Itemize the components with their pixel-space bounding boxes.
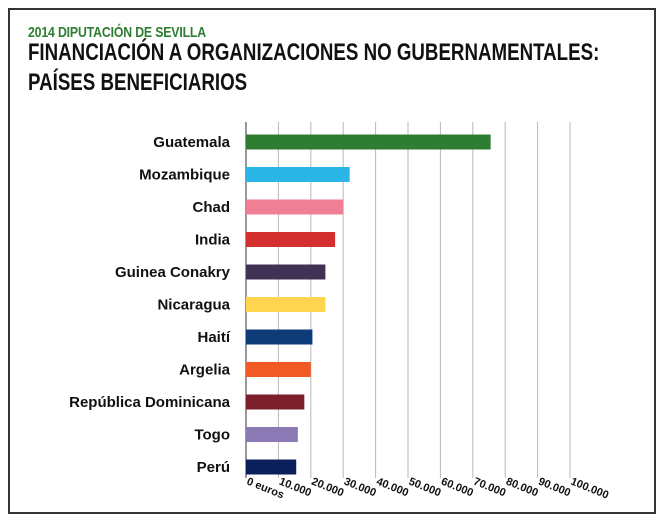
category-label: Nicaragua xyxy=(157,297,230,314)
category-label: Togo xyxy=(194,427,230,444)
category-label: Mozambique xyxy=(139,167,230,184)
bar xyxy=(246,232,336,247)
category-label: República Dominicana xyxy=(69,394,231,411)
chart-title-line-2: PAÍSES BENEFICIARIOS xyxy=(28,69,248,96)
category-label: India xyxy=(195,232,231,249)
chart-title: FINANCIACIÓN A ORGANIZACIONES NO GUBERNA… xyxy=(28,38,599,98)
category-label: Argelia xyxy=(179,362,231,379)
x-tick-label: 80.000 xyxy=(504,476,540,500)
bar xyxy=(246,297,326,312)
bar xyxy=(246,427,298,442)
x-tick-label: 70.000 xyxy=(472,476,508,500)
x-tick-label: 60.000 xyxy=(439,476,475,500)
x-tick-label: 90.000 xyxy=(536,476,572,500)
category-label: Guinea Conakry xyxy=(115,264,231,281)
chart-title-line-1: FINANCIACIÓN A ORGANIZACIONES NO GUBERNA… xyxy=(28,39,600,66)
bar xyxy=(246,167,350,182)
x-tick-label: 50.000 xyxy=(407,476,443,500)
x-tick-label: 100.000 xyxy=(569,476,610,502)
chart-supertitle: 2014 DIPUTACIÓN DE SEVILLA xyxy=(28,24,207,41)
bar xyxy=(246,329,313,345)
category-label: Guatemala xyxy=(153,134,230,151)
category-label: Haití xyxy=(197,329,230,346)
x-tick-label: 20.000 xyxy=(310,476,346,500)
bar xyxy=(246,134,491,150)
bar xyxy=(246,264,326,280)
category-label: Perú xyxy=(197,459,230,476)
x-tick-label: 40.000 xyxy=(374,476,410,500)
bar xyxy=(246,394,305,410)
category-label: Chad xyxy=(193,199,231,216)
bar xyxy=(246,199,344,215)
bar xyxy=(246,362,311,377)
bar xyxy=(246,459,297,475)
x-tick-label: 30.000 xyxy=(342,476,378,500)
chart-frame xyxy=(8,8,656,514)
